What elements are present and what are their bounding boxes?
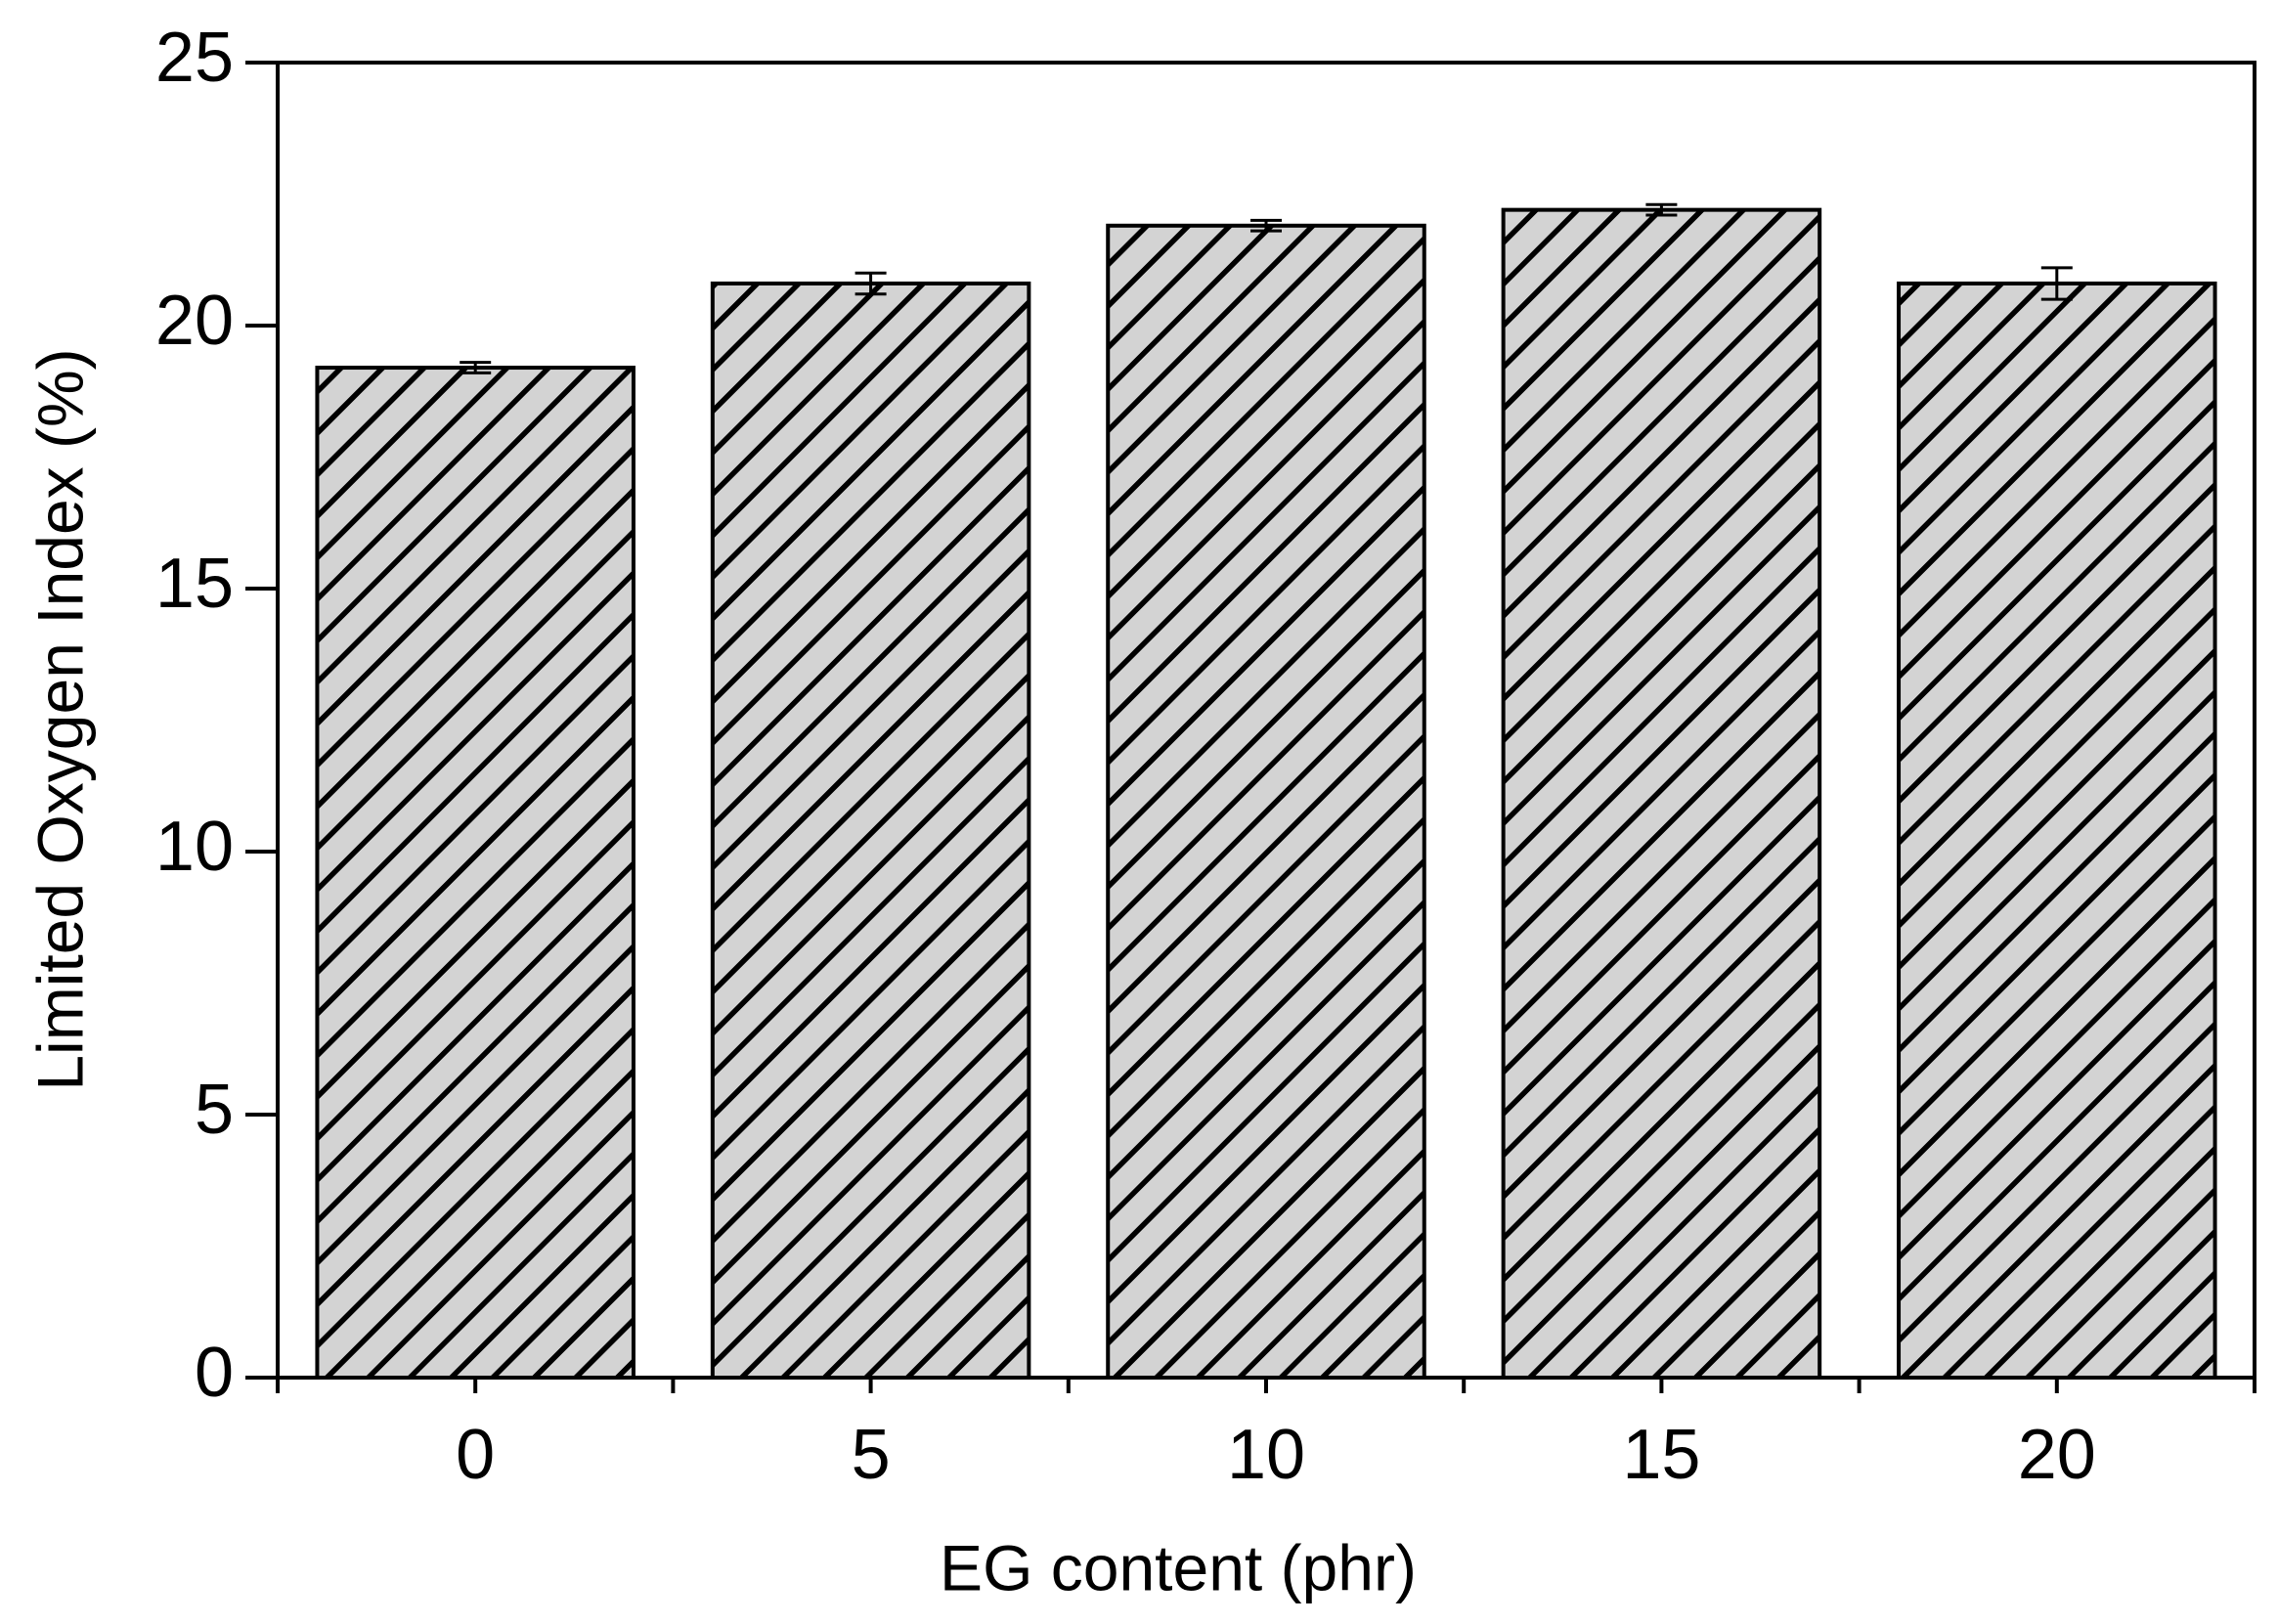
x-tick-label: 5 <box>852 1416 891 1494</box>
y-tick-label: 5 <box>195 1071 234 1149</box>
bar <box>1897 281 2217 1381</box>
error-bar <box>1250 218 1282 233</box>
y-axis-title: Limited Oxygen Index (%) <box>23 348 96 1090</box>
y-tick-label: 0 <box>195 1334 234 1412</box>
x-tick-label: 20 <box>2018 1416 2096 1494</box>
error-bar <box>854 271 887 296</box>
bar <box>1501 207 1822 1380</box>
x-tick-label: 10 <box>1227 1416 1305 1494</box>
y-tick-label: 15 <box>155 545 234 623</box>
y-tick-label: 25 <box>155 19 234 97</box>
bar <box>1106 223 1426 1380</box>
y-tick-label: 10 <box>155 808 234 886</box>
plot-frame <box>276 61 2256 1380</box>
y-tick-label: 20 <box>155 282 234 360</box>
x-tick-label: 15 <box>1622 1416 1700 1494</box>
bar <box>315 366 635 1380</box>
error-bar <box>2040 266 2073 301</box>
error-bar <box>1645 202 1678 217</box>
x-axis-title: EG content (phr) <box>940 1531 1417 1603</box>
error-bar <box>460 361 492 374</box>
x-tick-label: 0 <box>456 1416 495 1494</box>
bar <box>710 281 1031 1381</box>
